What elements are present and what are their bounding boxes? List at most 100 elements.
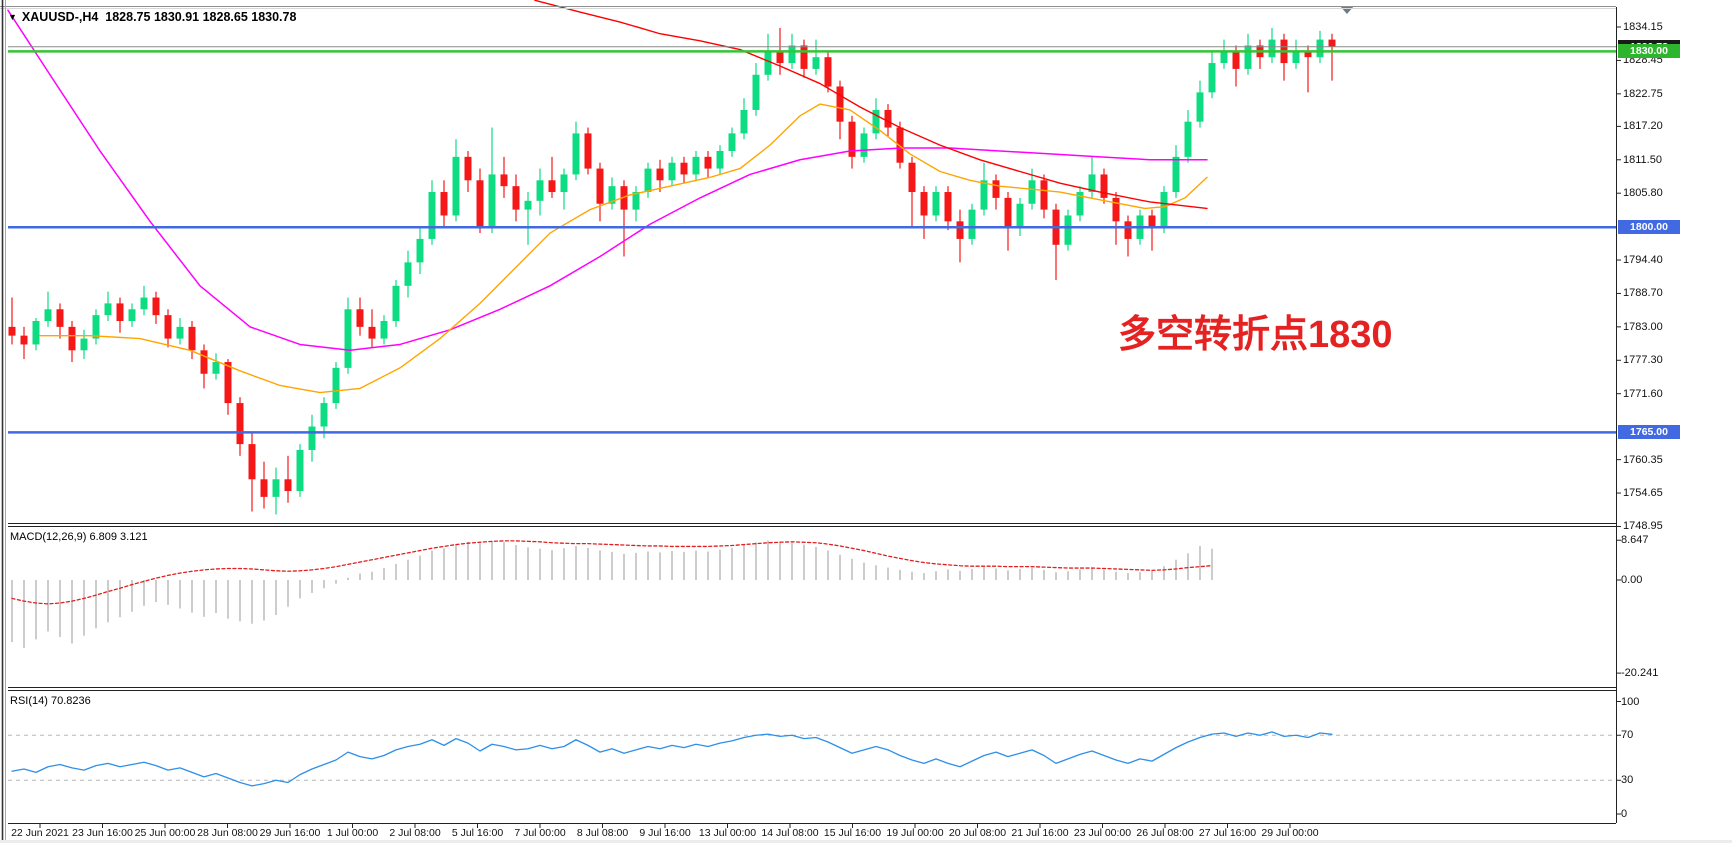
candle-up [1160,192,1168,228]
candle-down [188,326,196,351]
candle-down [824,57,832,87]
candle-up [716,150,724,169]
candle-up [644,168,652,193]
candle-up [788,45,796,64]
candle-up [308,426,316,450]
time-axis-label: 9 Jul 16:00 [639,827,691,839]
candle-down [1124,221,1132,239]
symbol-timeframe-label: XAUUSD-,H4 [21,10,99,24]
candle-down [956,221,964,239]
ohlc-readout: 1828.75 1830.91 1828.65 1830.78 [105,10,297,24]
candle-down [656,168,664,181]
candle-up [1268,39,1276,58]
ma-trend-red[interactable] [534,0,1208,210]
annotation-text[interactable]: 多空转折点1830 [1118,314,1393,356]
candle-down [356,309,364,327]
candle-up [392,285,400,321]
rsi-indicator-label: RSI(14) 70.8236 [10,695,91,707]
candle-up [1208,63,1216,93]
candle-down [500,174,508,187]
candle-up [764,51,772,75]
price-axis-tick: 1817.20 [1623,120,1663,133]
candle-up [428,192,436,239]
price-axis-tick: 1811.50 [1623,153,1662,166]
candle-down [1232,51,1240,69]
candle-up [1172,156,1180,193]
candle-down [512,186,520,210]
candle-down [68,326,76,351]
candle-down [1112,197,1120,222]
candle-up [932,192,940,216]
candle-up [1316,39,1324,58]
candle-up [740,109,748,134]
price-axis-tick: 1771.60 [1623,387,1663,400]
candle-down [164,315,172,339]
ma-fast-orange[interactable] [39,103,1208,394]
candle-up [536,180,544,201]
candle-up [452,156,460,216]
candle-up [32,320,40,345]
candle-up [1244,45,1252,69]
candle-down [848,121,856,157]
scroll-to-end-marker-icon[interactable] [1340,6,1354,14]
candle-down [8,326,16,336]
time-axis-label: 14 Jul 08:00 [761,827,819,839]
rsi-axis-tick: 30 [1621,774,1634,787]
price-axis-tick: 1822.75 [1623,87,1663,100]
candle-up [332,367,340,404]
candle-up [44,309,52,321]
candle-up [488,174,496,228]
candle-down [200,350,208,374]
candle-down [596,168,604,204]
candle-down [884,109,892,128]
rsi-axis-tick: 70 [1621,729,1634,742]
time-axis-label: 29 Jul 00:00 [1261,827,1319,839]
candle-down [1304,51,1312,58]
candle-down [800,45,808,69]
candle-down [896,127,904,163]
ma-slow-magenta[interactable] [7,9,1208,352]
candle-up [1076,192,1084,216]
candle-up [812,57,820,69]
time-axis-label: 15 Jul 16:00 [823,827,882,839]
symbol-dropdown-icon[interactable]: ▼ [8,12,17,22]
candle-up [344,309,352,368]
rsi-axis-tick: 0 [1621,808,1628,820]
candle-down [368,326,376,339]
candle-up [1220,51,1228,64]
time-axis-label: 29 Jun 16:00 [259,827,321,839]
candle-up [980,180,988,210]
candle-down [284,479,292,492]
candle-up [692,156,700,175]
chart-header: ▼ XAUUSD-,H4 1828.75 1830.91 1828.65 1830… [8,10,296,24]
level-1830-badge: 1830.00 [1618,44,1680,59]
macd-axis-tick: 8.647 [1621,534,1649,547]
candle-down [476,180,484,228]
time-axis-label: 25 Jun 00:00 [134,827,196,839]
candle-down [680,162,688,175]
status-strip [0,840,1732,843]
price-axis-tick: 1805.80 [1623,187,1663,200]
candle-up [608,186,616,204]
candle-down [440,192,448,216]
candle-up [872,109,880,134]
candle-down [776,51,784,64]
candle-down [1004,197,1012,228]
candle-up [668,162,676,181]
candle-down [548,180,556,193]
time-axis-label: 21 Jul 16:00 [1011,827,1069,839]
level-1765-badge: 1765.00 [1618,425,1680,440]
candle-down [224,362,232,404]
candle-down [1040,180,1048,210]
candle-up [128,309,136,321]
candle-up [560,174,568,193]
macd-indicator-label: MACD(12,26,9) 6.809 3.121 [10,531,148,543]
time-axis-label: 8 Jul 08:00 [576,827,629,839]
price-axis-tick: 1748.95 [1623,520,1663,533]
rsi-line [11,731,1333,787]
candle-down [992,180,1000,198]
candle-up [968,209,976,239]
candle-up [860,133,868,157]
candle-down [1328,39,1336,47]
